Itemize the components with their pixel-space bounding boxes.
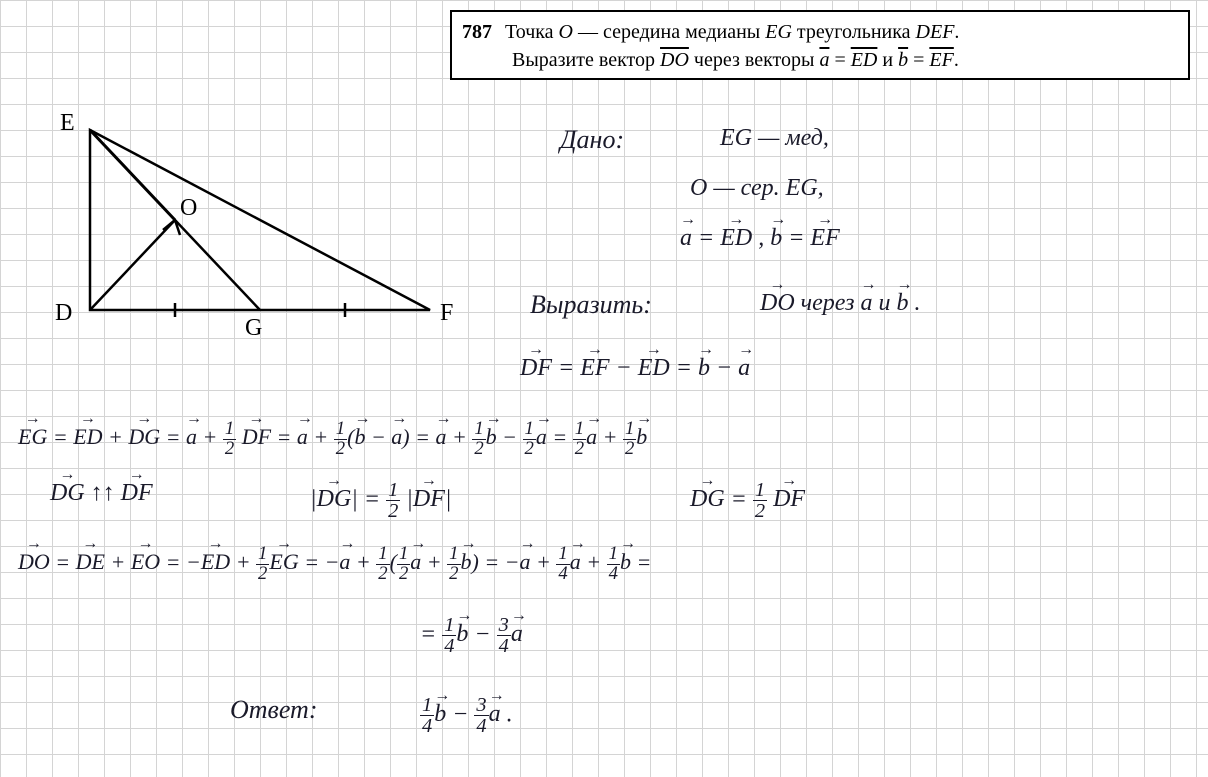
problem-line-1: 787 Точка O — середина медианы EG треуго…	[462, 18, 1178, 46]
express-body: DO через a и b .	[760, 290, 920, 317]
work-DG-abs: |DG| = 12 |DF|	[310, 480, 452, 522]
work-EG: EG = ED + DG = a + 12 DF = a + 12(b − a)…	[18, 420, 647, 458]
answer-expr: 14b − 34a .	[420, 695, 513, 737]
label-G: G	[245, 315, 262, 342]
label-D: D	[55, 300, 72, 327]
express-title: Выразить:	[530, 290, 652, 320]
work-DG-eq: DG = 12 DF	[690, 480, 805, 522]
problem-line-2: Выразите вектор DO через векторы a = ED …	[462, 46, 1178, 74]
work-DO: DO = DE + EO = −ED + 12EG = −a + 12(12a …	[18, 545, 651, 583]
answer-label: Ответ:	[230, 695, 317, 725]
problem-number: 787	[462, 21, 492, 43]
label-F: F	[440, 300, 453, 327]
given-l1: EG — мед,	[720, 125, 829, 152]
label-O: O	[180, 195, 197, 222]
problem-statement-box: 787 Точка O — середина медианы EG треуго…	[450, 10, 1190, 80]
work-result: = 14b − 34a	[420, 615, 523, 657]
work-DF: DF = EF − ED = b − a	[520, 355, 750, 382]
given-l2: O — сер. EG,	[690, 175, 824, 202]
given-l3: a = ED , b = EF	[680, 225, 840, 252]
label-E: E	[60, 110, 75, 137]
given-title: Дано:	[560, 125, 624, 155]
triangle-diagram: E D F G O	[30, 110, 460, 370]
work-DG-parallel: DG ↑↑ DF	[50, 480, 153, 507]
